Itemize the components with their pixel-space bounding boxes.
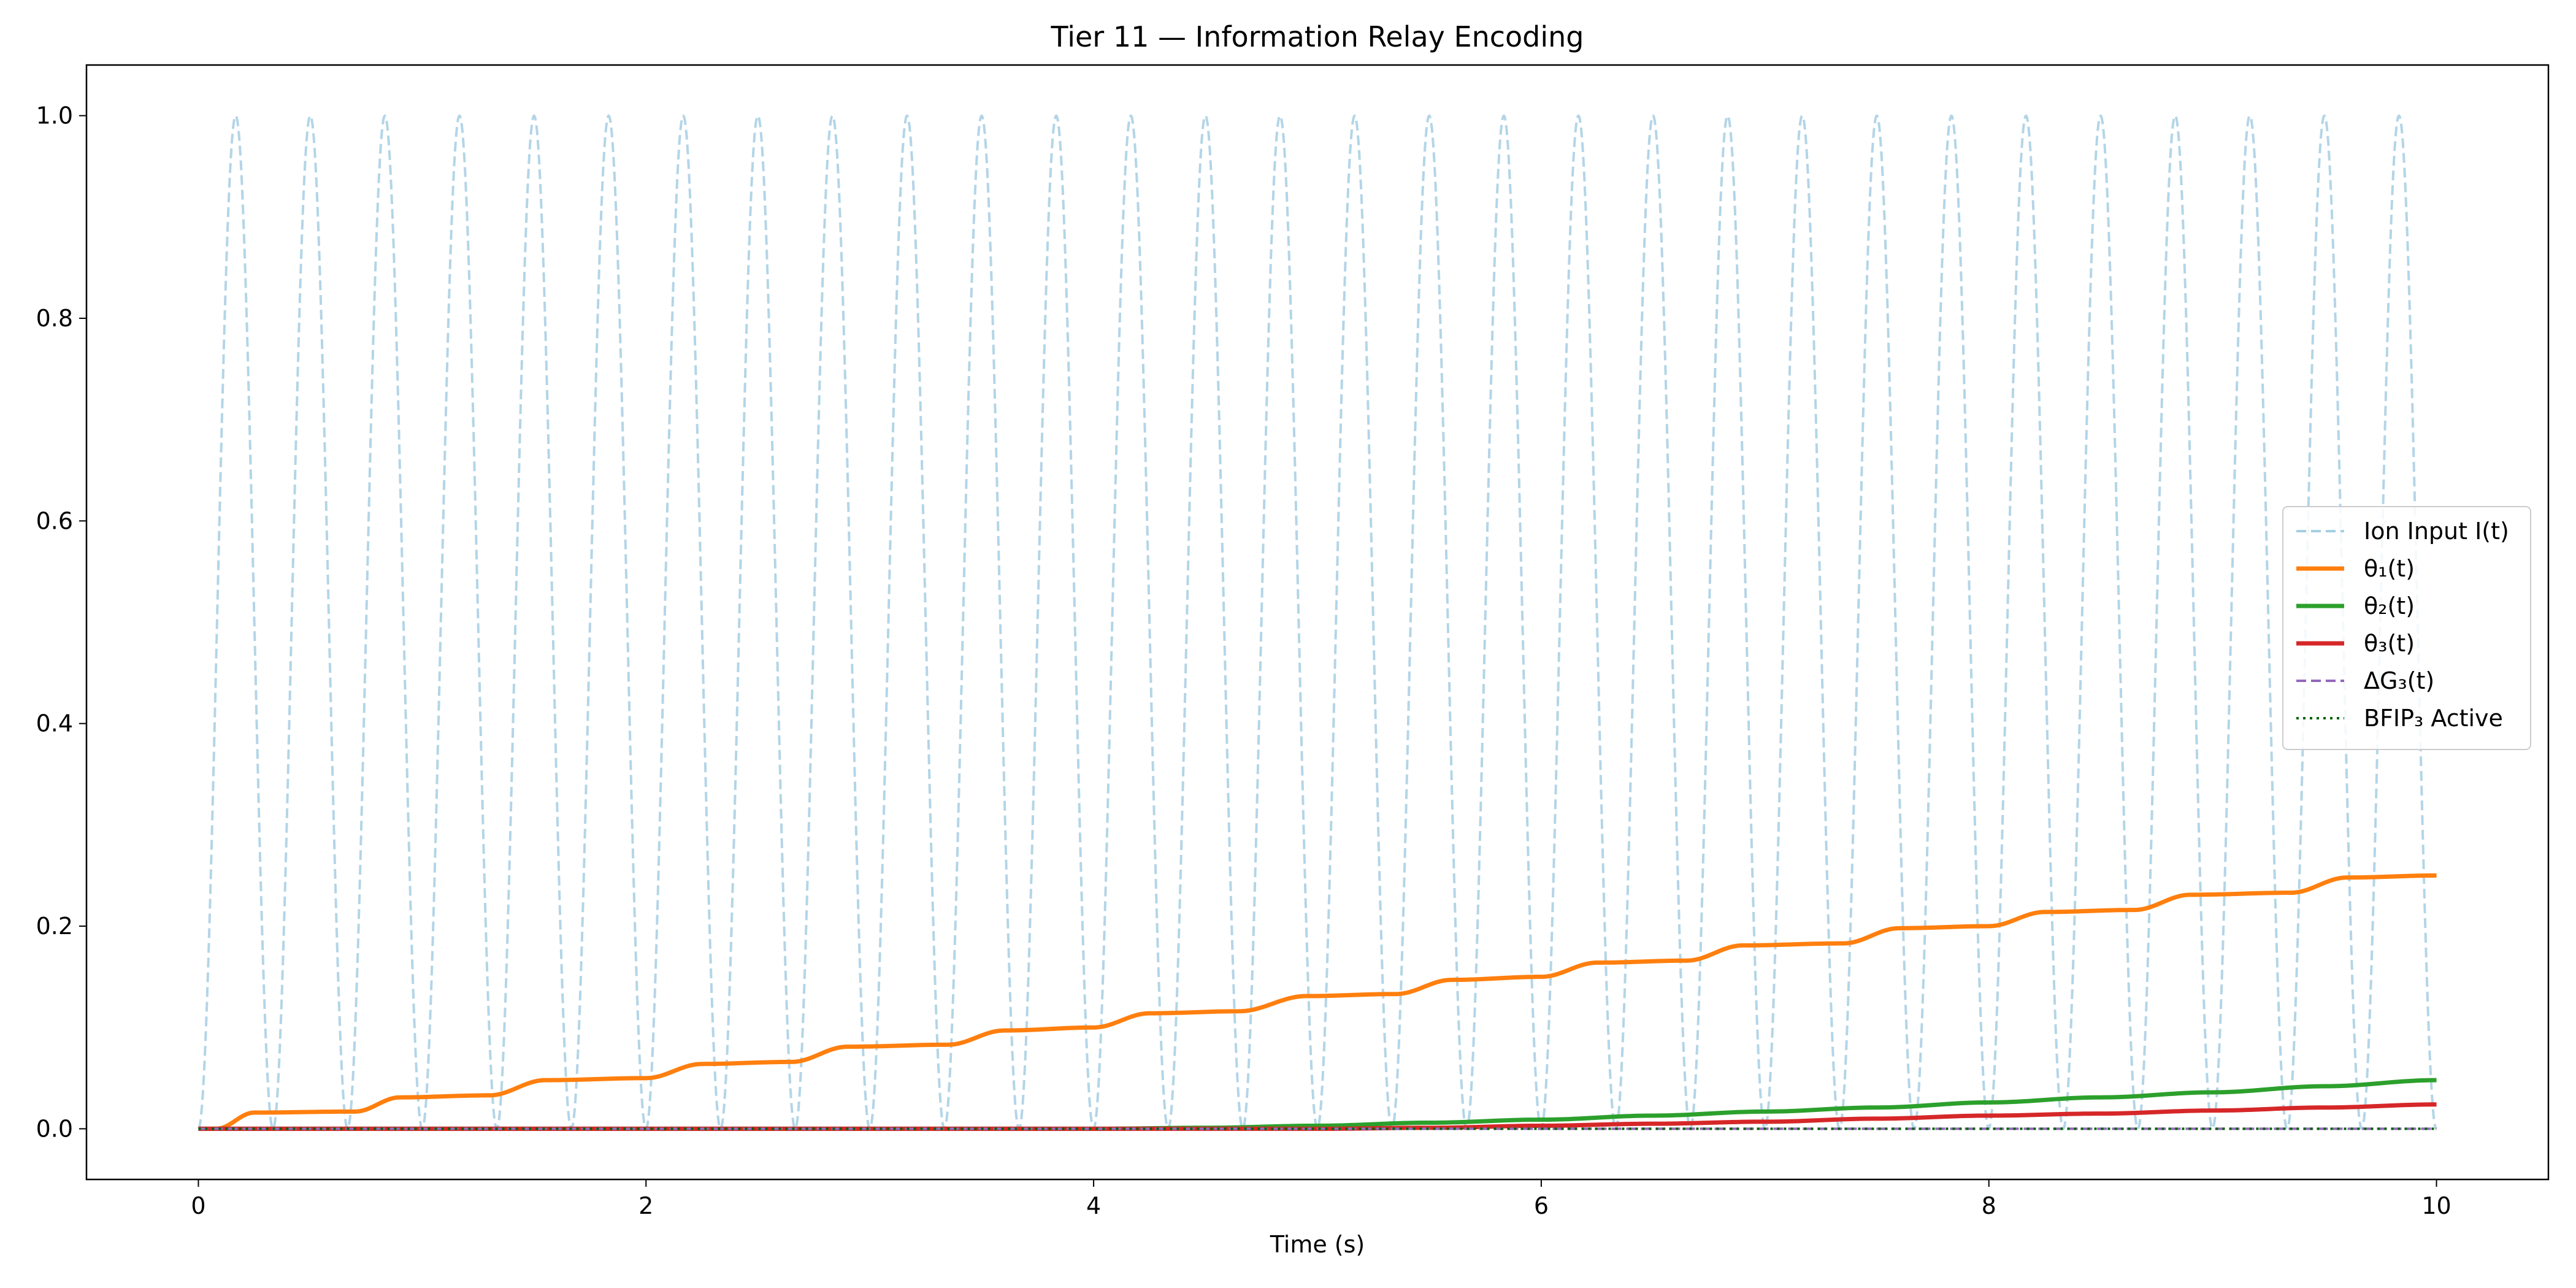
x-tick-label-0: 0 [191, 1192, 205, 1219]
x-tick-label-2: 4 [1086, 1192, 1101, 1219]
series-1-line [197, 873, 2437, 1131]
legend-label-0: Ion Input I(t) [2364, 518, 2509, 545]
series-layer [197, 114, 2437, 1131]
x-tick-label-1: 2 [638, 1192, 653, 1219]
plot-area [85, 64, 2550, 1181]
legend-label-5: BFIP₃ Active [2364, 705, 2503, 732]
y-tick-label-3: 0.6 [36, 507, 73, 534]
x-tick-label-3: 6 [1534, 1192, 1549, 1219]
chart-title: Tier 11 — Information Relay Encoding [1051, 20, 1584, 53]
legend-label-2: θ₂(t) [2364, 592, 2415, 619]
x-axis: 0 2 4 6 8 10 [191, 1179, 2451, 1219]
y-tick-label-4: 0.8 [36, 305, 73, 332]
legend-label-4: ΔG₃(t) [2364, 667, 2434, 694]
legend: Ion Input I(t) θ₁(t) θ₂(t) θ₃(t) ΔG₃(t) BFIP₃… [2282, 506, 2531, 750]
x-tick-label-5: 10 [2421, 1192, 2451, 1219]
legend-box [2282, 506, 2531, 750]
y-axis: 0.0 0.2 0.4 0.6 0.8 1.0 [36, 102, 86, 1142]
plot-frame [85, 64, 2550, 1181]
legend-label-1: θ₁(t) [2364, 555, 2415, 582]
legend-label-3: θ₃(t) [2364, 630, 2415, 657]
y-tick-label-0: 0.0 [36, 1115, 73, 1142]
y-tick-label-2: 0.4 [36, 710, 73, 737]
y-tick-label-1: 0.2 [36, 913, 73, 940]
x-axis-label: Time (s) [1270, 1231, 1365, 1258]
x-tick-label-4: 8 [1982, 1192, 1996, 1219]
y-tick-label-5: 1.0 [36, 102, 73, 129]
